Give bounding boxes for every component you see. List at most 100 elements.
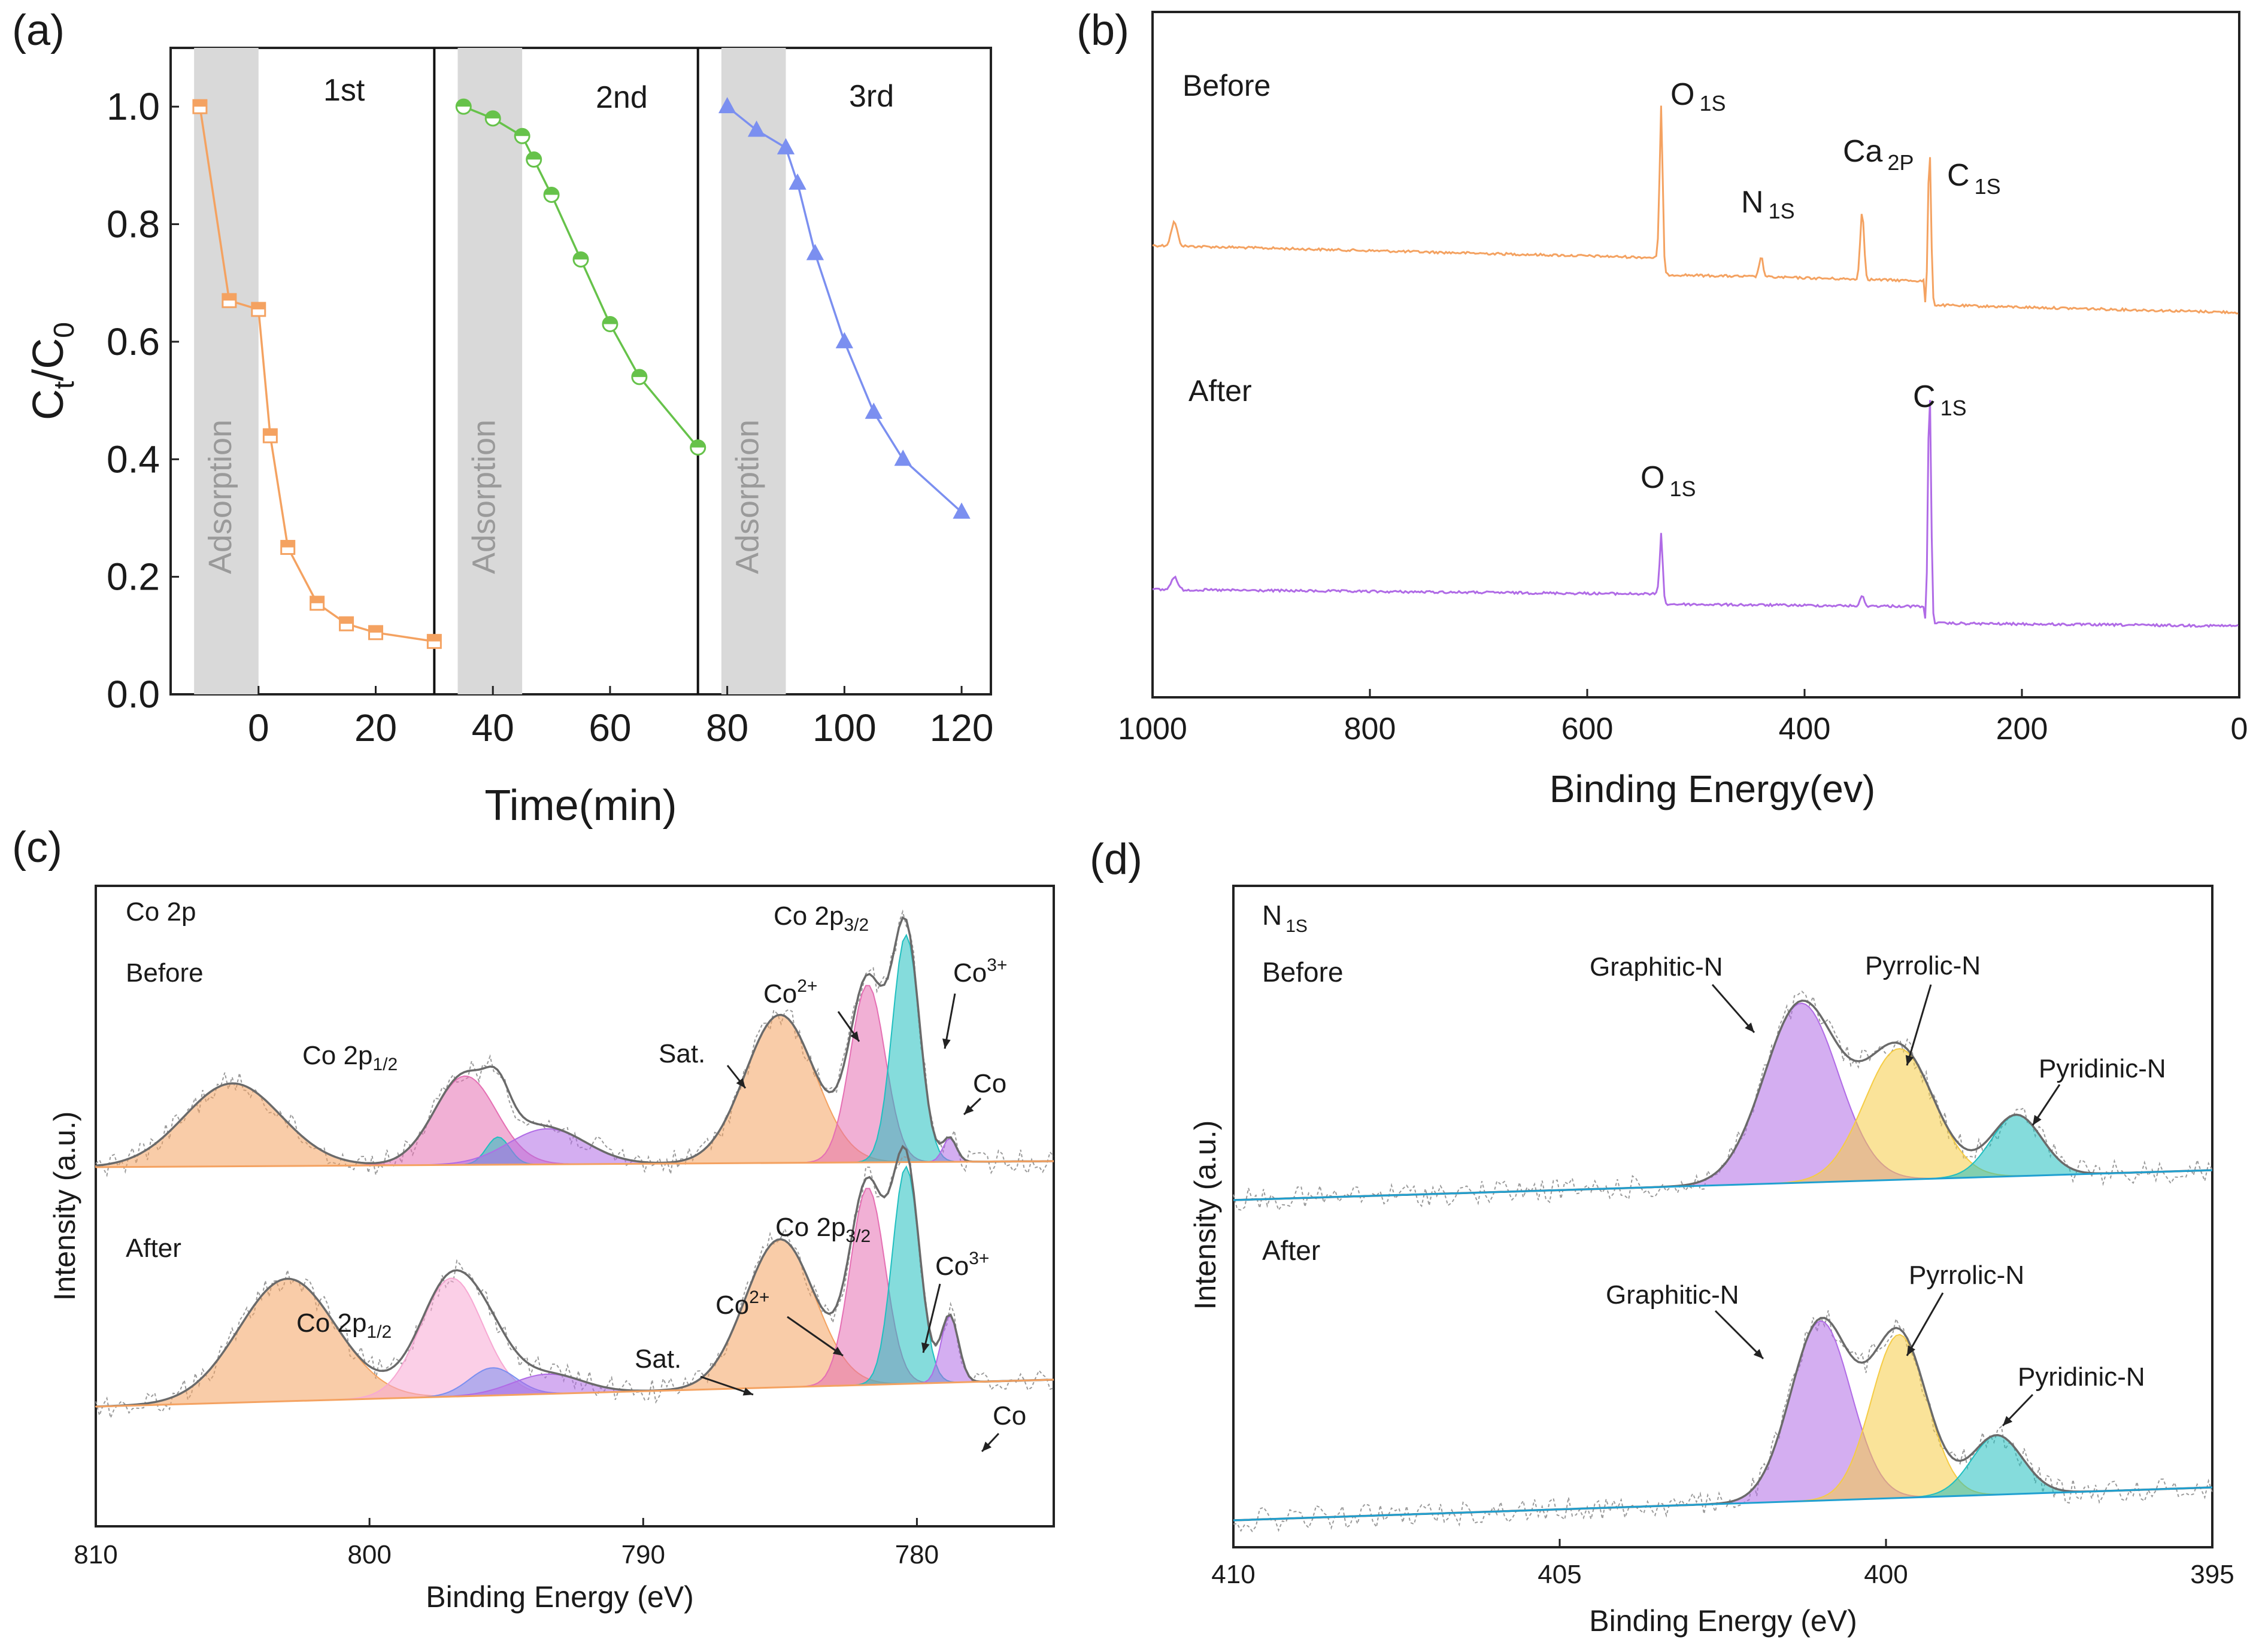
annotation-arrowhead [964,1104,974,1115]
data-point [806,244,824,260]
peak-label-ca2p-before: Ca 2P [1843,134,1914,175]
adsorption-label: Adsorption [202,420,238,574]
label-co2p32-before: Co 2p3/2 [774,901,869,935]
data-point-fill [690,440,705,448]
annotation-arrowhead [742,1387,753,1396]
label-co2p12-after: Co 2p1/2 [296,1308,392,1342]
x-tick-label: 410 [1211,1560,1255,1589]
label-graphitic-before: Graphitic-N [1590,952,1723,982]
x-axis-label-c: Binding Energy (eV) [426,1580,693,1614]
x-tick-label: 790 [621,1540,665,1569]
annotation-arrow [1906,984,1932,1066]
panel-b: 1000 800 600 400 200 0 Before After O 1S N 1S C… [1118,11,2248,810]
plot-frame-d [1232,885,2213,1548]
y-tick-label: 0.6 [107,320,160,363]
annotation-arrow [1711,984,1755,1033]
data-point-fill [515,129,530,136]
data-point [865,402,883,419]
data-point [835,332,854,348]
curve-label-before: Before [1182,69,1270,102]
data-point-fill [369,625,383,633]
data-point-fill [251,302,265,309]
peak-label-n1s-before: N 1S [1741,185,1795,223]
y-axis-label-a: Ct/C0 [25,322,80,420]
annotation-arrow [922,1283,941,1353]
background-line [1233,1486,2213,1522]
annotation-arrowhead [736,1078,745,1088]
plot-frame-b [1151,11,2240,699]
stack-label-after-c: After [126,1234,181,1263]
annotation-arrowhead [942,1038,951,1049]
panel-label-c: (c) [12,824,62,871]
label-pyrrolic-before: Pyrrolic-N [1865,951,1981,980]
panel-label-d: (d) [1090,836,1142,883]
background-line [1233,1169,2213,1201]
x-tick-label: 400 [1779,712,1831,746]
label-co2plus-before: Co2+ [763,976,817,1009]
panel-label-b: (b) [1077,7,1129,54]
annotation-arrowhead [850,1031,859,1041]
x-tick-label: 810 [74,1540,117,1569]
peak-label-o1s-before: O 1S [1670,77,1726,116]
data-point-fill [526,152,541,160]
label-sat-before: Sat. [659,1039,705,1068]
data-point-fill [339,617,353,624]
adsorption-band [721,48,786,694]
panel-a: Adsorption Adsorption Adsorption 0 20 40 60 80… [25,47,994,830]
x-tick-label: 1000 [1118,712,1187,746]
survey-spectrum-After [1152,400,2239,628]
survey-spectrum-Before [1152,105,2239,315]
fit-envelope [95,916,1054,1167]
peak-label-c1s-before: C 1S [1947,158,2001,199]
x-tick-label: 80 [706,706,748,749]
x-tick-label: 800 [1344,712,1396,746]
label-co2p12-before: Co 2p1/2 [302,1041,398,1074]
label-co3plus-before: Co3+ [953,955,1007,988]
data-point-fill [427,634,441,642]
background-line [95,1378,1054,1408]
y-tick-label: 0.8 [107,203,160,246]
y-tick-label: 1.0 [107,85,160,128]
x-tick-label: 0 [248,706,269,749]
data-point-fill [193,100,207,107]
fit-envelope [1233,1317,2213,1522]
element-label-c: Co 2p [126,897,196,927]
element-label-d: N 1S [1262,900,1308,936]
adsorption-label: Adsorption [730,420,766,574]
annotation-arrowhead [2033,1115,2042,1125]
adsorption-band [457,48,523,694]
data-point [718,97,736,114]
label-graphitic-after: Graphitic-N [1606,1280,1739,1310]
label-pyrrolic-after: Pyrrolic-N [1909,1261,2024,1290]
label-pyridinic-after: Pyridinic-N [2018,1362,2145,1392]
panel-d: 410 405 400 395 N 1S Before After Graphitic-… [1188,885,2234,1638]
annotation-arrowhead [921,1342,930,1353]
stack-label-after-d: After [1262,1235,1320,1266]
x-tick-label: 395 [2190,1560,2234,1589]
annotation-arrowhead [832,1347,843,1356]
annotation-arrowhead [2003,1416,2013,1426]
cycle-label-2nd: 2nd [596,80,648,115]
x-tick-label: 780 [895,1540,939,1569]
annotation-arrowhead [1745,1022,1754,1032]
panel-label-a: (a) [12,7,65,54]
curve-label-after: After [1188,374,1252,408]
data-point-fill [574,252,588,260]
x-tick-label: 405 [1538,1560,1581,1589]
x-tick-label: 0 [2231,712,2248,746]
y-tick-label: 0.4 [107,438,160,481]
y-axis-label-c: Intensity (a.u.) [48,1112,81,1301]
peak-label-o1s-after: O 1S [1641,460,1696,501]
x-tick-label: 400 [1864,1560,1908,1589]
stack-label-before-d: Before [1262,956,1344,988]
cycle-label-1st: 1st [323,73,365,108]
annotation-arrow [1906,1292,1944,1356]
y-tick-label: 0.0 [107,673,160,716]
data-point-fill [281,540,295,548]
data-point-fill [263,429,277,436]
data-point-fill [544,187,559,195]
x-tick-label: 120 [930,706,994,749]
label-sat-after: Sat. [635,1344,681,1374]
data-point-fill [602,317,617,324]
data-point-fill [456,99,471,107]
